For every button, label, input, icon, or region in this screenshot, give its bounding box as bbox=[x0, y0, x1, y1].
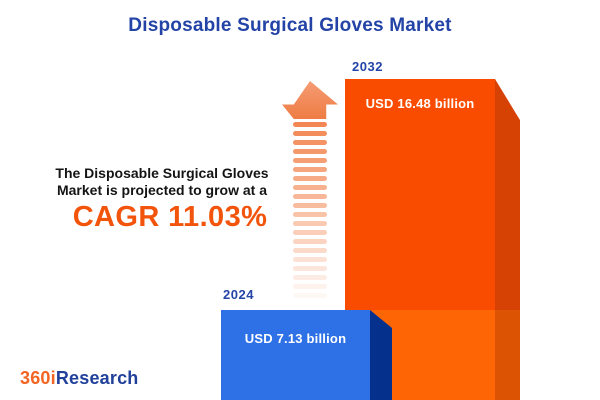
arrow-dash bbox=[293, 176, 327, 181]
bar-2024-side-face bbox=[370, 310, 392, 400]
bar-2024-value-label: USD 7.13 billion bbox=[244, 331, 347, 346]
arrow-dash bbox=[293, 221, 327, 226]
arrow-dash bbox=[293, 212, 327, 217]
bar-2024-year-label: 2024 bbox=[223, 287, 254, 302]
arrow-dash bbox=[293, 131, 327, 136]
arrow-head-icon bbox=[282, 81, 338, 119]
arrow-dash bbox=[293, 257, 327, 262]
arrow-dash bbox=[293, 194, 327, 199]
page-title: Disposable Surgical Gloves Market bbox=[128, 15, 452, 36]
logo-suffix: Research bbox=[55, 368, 139, 388]
cagr-value: CAGR 11.03% bbox=[72, 201, 268, 233]
bar-2024 bbox=[221, 310, 370, 400]
arrow-dash bbox=[293, 293, 327, 298]
bar-2032-year-label: 2032 bbox=[352, 59, 383, 74]
arrow-dash bbox=[293, 203, 327, 208]
arrow-dash bbox=[293, 158, 327, 163]
arrow-dash bbox=[293, 185, 327, 190]
arrow-dash bbox=[293, 122, 327, 127]
bar-2032-side-face bbox=[495, 79, 520, 400]
bar-2032-value-label: USD 16.48 billion bbox=[365, 96, 475, 111]
arrow-dash bbox=[293, 275, 327, 280]
arrow-dash bbox=[293, 140, 327, 145]
arrow-dash bbox=[293, 266, 327, 271]
logo-prefix: 360i bbox=[20, 368, 56, 388]
arrow-dash bbox=[293, 284, 327, 289]
arrow-dashes bbox=[282, 122, 338, 298]
arrow-dash bbox=[293, 239, 327, 244]
growth-arrow-icon bbox=[282, 81, 338, 302]
arrow-dash bbox=[293, 230, 327, 235]
intro-text: The Disposable Surgical Gloves Market is… bbox=[55, 165, 269, 198]
arrow-dash bbox=[293, 248, 327, 253]
arrow-dash bbox=[293, 149, 327, 154]
arrow-dash bbox=[293, 167, 327, 172]
logo: 360iResearch bbox=[20, 368, 139, 389]
